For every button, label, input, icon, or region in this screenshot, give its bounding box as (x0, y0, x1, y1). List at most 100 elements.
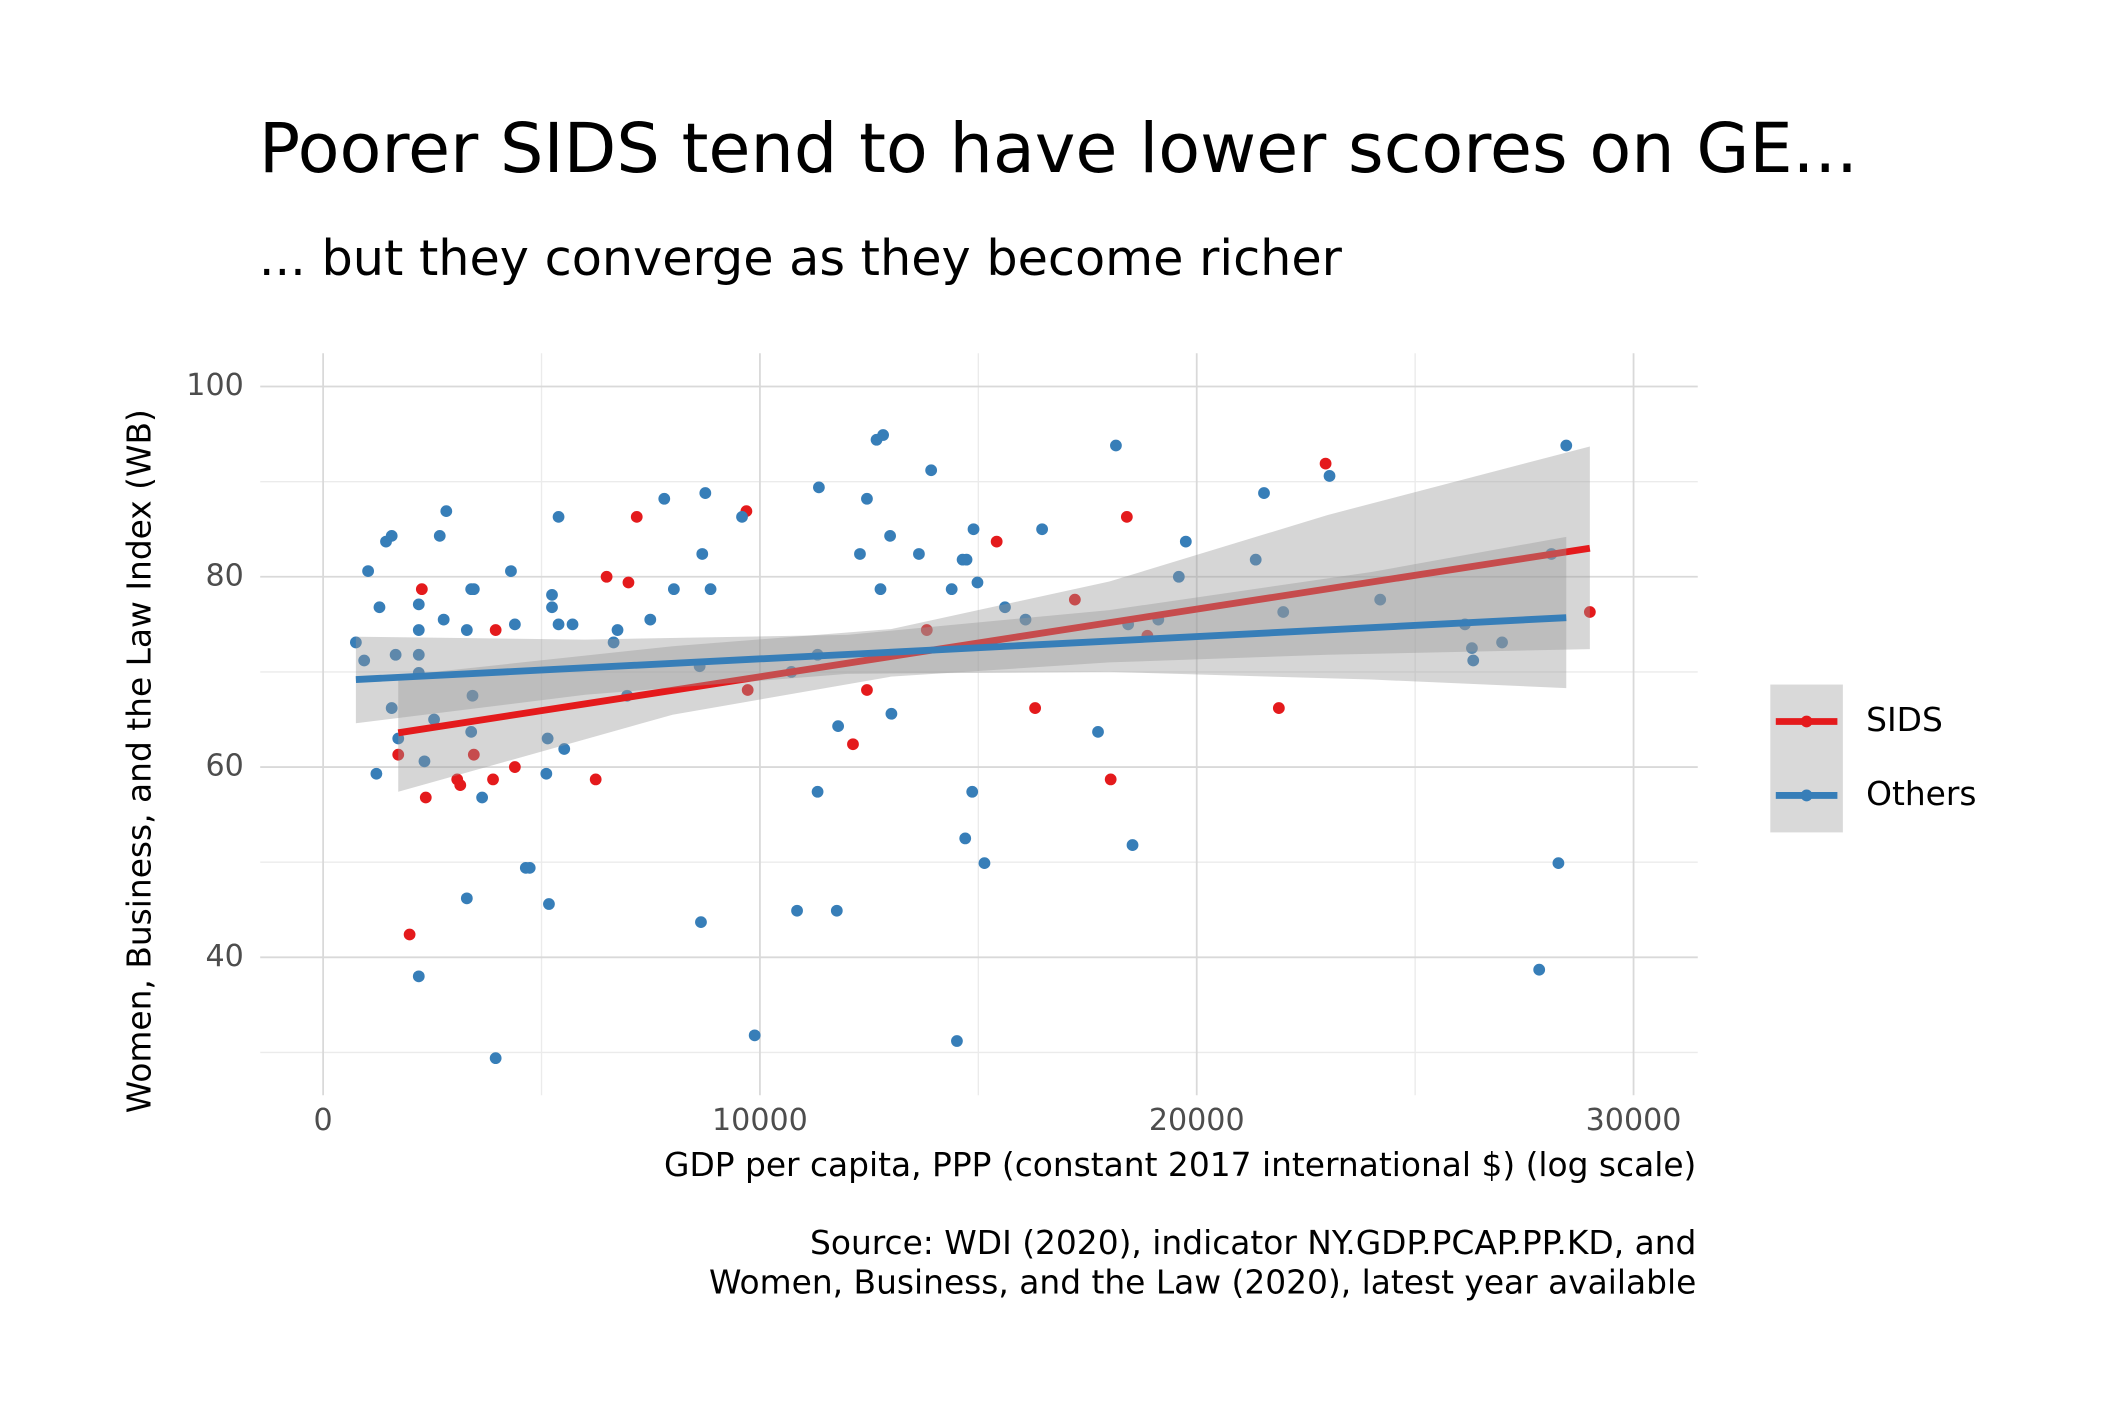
data-point (589, 773, 602, 786)
data-point (1533, 963, 1546, 976)
source-note: Source: WDI (2020), indicator NY.GDP.PCA… (810, 1224, 1696, 1262)
trend-line (397, 544, 1591, 737)
data-point (1319, 457, 1332, 470)
legend-key-background (1770, 684, 1843, 833)
data-point (505, 565, 517, 577)
data-point (489, 624, 502, 636)
data-point (704, 583, 717, 596)
data-point (925, 464, 938, 477)
data-point (465, 725, 478, 738)
data-point (558, 743, 571, 755)
data-point (861, 492, 873, 505)
data-point (874, 583, 887, 596)
confidence-band (398, 446, 1590, 792)
data-point (811, 785, 824, 798)
x-tick-label: 0 (314, 1103, 333, 1138)
data-point (373, 601, 386, 614)
data-point (959, 832, 972, 845)
data-point (428, 713, 440, 726)
data-point (362, 565, 374, 577)
data-point (1029, 702, 1042, 714)
data-point (644, 613, 657, 626)
data-point (467, 583, 480, 596)
data-point (920, 624, 933, 636)
data-point (1466, 642, 1478, 655)
data-point (978, 857, 991, 870)
data-point (385, 702, 398, 714)
legend-swatch (1800, 789, 1813, 802)
data-point (658, 492, 671, 505)
data-point (349, 636, 362, 649)
data-point (454, 779, 467, 792)
data-point (1583, 606, 1596, 618)
data-point (736, 510, 748, 523)
data-point (1249, 553, 1262, 566)
data-point (1036, 523, 1048, 536)
legend-label: Others (1866, 775, 1976, 813)
data-point (1258, 487, 1270, 499)
data-point (967, 523, 980, 536)
data-point (460, 892, 473, 905)
data-point (1179, 535, 1192, 548)
data-point (543, 898, 555, 910)
data-point (552, 510, 565, 523)
data-point (832, 720, 845, 733)
data-point (600, 570, 613, 583)
data-point (466, 689, 479, 702)
data-point (1374, 593, 1387, 606)
data-point (385, 529, 398, 542)
data-point (813, 481, 825, 494)
data-point (960, 553, 973, 566)
data-point (1467, 654, 1480, 667)
data-point (1496, 636, 1508, 649)
data-point (403, 928, 416, 941)
data-point (508, 761, 521, 773)
data-point (1068, 593, 1081, 606)
data-point (437, 613, 450, 626)
data-point (913, 548, 925, 560)
data-point (885, 707, 898, 720)
data-point (489, 1052, 502, 1065)
data-point (487, 773, 499, 786)
trend-line (355, 614, 1567, 683)
data-point (847, 738, 859, 751)
data-point (440, 505, 453, 518)
data-point (696, 548, 709, 560)
legend-label: SIDS (1866, 701, 1943, 739)
data-point (945, 583, 958, 596)
data-point (951, 1035, 963, 1047)
data-point (695, 916, 707, 929)
data-point (1019, 613, 1032, 626)
data-point (1272, 702, 1285, 714)
data-point (392, 748, 405, 761)
data-point (861, 684, 873, 696)
data-point (412, 624, 425, 636)
data-point (1560, 439, 1573, 452)
data-point (389, 648, 402, 661)
y-tick-label: 100 (186, 368, 243, 403)
data-point (854, 548, 866, 560)
x-tick-label: 30000 (1586, 1103, 1682, 1138)
data-point (1323, 470, 1336, 482)
data-point (1110, 439, 1122, 452)
data-point (419, 791, 432, 804)
data-point (877, 429, 889, 441)
chart-subtitle: ... but they converge as they become ric… (259, 229, 1343, 287)
data-point (433, 529, 446, 542)
data-point (546, 588, 558, 601)
data-point (358, 654, 371, 667)
data-point (1120, 510, 1133, 523)
data-point (667, 583, 680, 596)
y-tick-label: 40 (205, 939, 243, 974)
data-point (508, 618, 521, 631)
data-point (1552, 857, 1565, 870)
data-point (412, 970, 425, 983)
chart-title: Poorer SIDS tend to have lower scores on… (259, 109, 1858, 189)
data-point (467, 748, 480, 761)
y-tick-label: 80 (205, 558, 243, 593)
data-point (999, 601, 1011, 614)
data-point (540, 767, 553, 780)
confidence-band (355, 536, 1567, 724)
data-point (566, 618, 579, 631)
data-point (607, 636, 620, 649)
